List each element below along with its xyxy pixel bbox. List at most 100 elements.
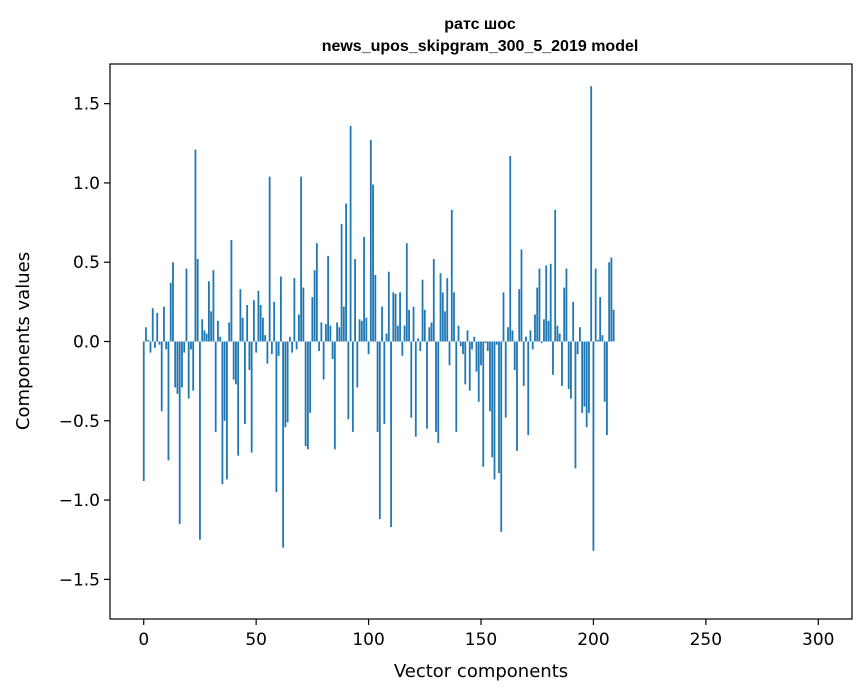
bar xyxy=(376,341,379,432)
bar xyxy=(405,243,408,342)
x-axis-label: Vector components xyxy=(394,661,568,682)
bar xyxy=(369,140,372,342)
x-tick-label: 50 xyxy=(245,630,267,650)
bar xyxy=(570,341,572,399)
bar xyxy=(522,341,525,386)
bar xyxy=(291,341,294,353)
y-tick-label: 1.0 xyxy=(73,174,100,194)
bar xyxy=(597,339,599,342)
bar xyxy=(540,341,543,344)
bar xyxy=(381,306,383,342)
y-tick-label: −0.5 xyxy=(59,412,100,432)
bar xyxy=(518,289,521,342)
bar xyxy=(219,336,222,342)
bar xyxy=(430,322,433,342)
bar xyxy=(324,324,327,342)
bar xyxy=(232,341,235,380)
bar xyxy=(538,268,541,342)
bar xyxy=(273,301,276,342)
bar xyxy=(264,335,267,342)
bar xyxy=(516,341,518,451)
bar xyxy=(417,338,419,342)
bar xyxy=(246,305,249,342)
bar xyxy=(594,268,597,342)
bar xyxy=(529,330,532,342)
bar xyxy=(403,325,406,342)
bar xyxy=(502,292,505,342)
bar xyxy=(259,305,262,342)
bar xyxy=(543,319,545,342)
bar xyxy=(583,341,586,407)
bar xyxy=(262,317,264,342)
bar xyxy=(552,341,554,375)
bar xyxy=(192,341,195,391)
bar xyxy=(315,243,318,342)
bar xyxy=(295,341,298,350)
bar xyxy=(441,292,444,342)
y-axis-label: Components values xyxy=(13,252,34,430)
bar xyxy=(358,319,361,342)
bar xyxy=(160,341,163,412)
bar xyxy=(480,341,482,366)
bar xyxy=(462,341,464,355)
bar xyxy=(311,297,314,342)
bar xyxy=(212,270,215,342)
bar xyxy=(473,336,476,342)
bar xyxy=(383,341,386,424)
bar xyxy=(322,341,325,380)
bar xyxy=(266,341,269,364)
bar xyxy=(486,341,489,352)
x-tick-label: 250 xyxy=(690,630,722,650)
bar xyxy=(399,292,401,342)
bar xyxy=(428,327,431,342)
bar xyxy=(603,341,606,402)
bar xyxy=(549,263,552,342)
bar xyxy=(387,271,390,342)
bar xyxy=(468,341,471,391)
bar xyxy=(450,209,453,342)
bar xyxy=(154,341,156,348)
bar xyxy=(527,341,530,436)
x-tick-label: 100 xyxy=(352,630,384,650)
y-tick-label: −1.5 xyxy=(59,570,100,590)
bar xyxy=(367,341,370,355)
bar xyxy=(444,311,446,342)
bar xyxy=(563,287,566,342)
bar xyxy=(228,322,231,342)
bar xyxy=(558,333,561,342)
bar xyxy=(230,240,233,342)
bar xyxy=(313,270,316,342)
bar xyxy=(336,322,338,342)
bar xyxy=(250,341,253,453)
bar xyxy=(174,341,177,388)
bar xyxy=(268,176,271,342)
bar xyxy=(156,312,159,342)
bar xyxy=(365,317,368,342)
bar xyxy=(437,341,440,443)
bar xyxy=(302,287,305,342)
bar xyxy=(504,341,507,418)
bar xyxy=(217,320,219,342)
bar xyxy=(448,341,451,366)
bar xyxy=(185,268,188,342)
bar xyxy=(196,259,199,342)
bar xyxy=(300,176,303,342)
bar xyxy=(176,341,179,394)
bar xyxy=(241,317,244,342)
bar xyxy=(410,341,413,418)
bar xyxy=(554,209,557,342)
bar xyxy=(556,325,559,342)
bar xyxy=(498,341,500,474)
x-tick-label: 150 xyxy=(465,630,497,650)
bar xyxy=(484,341,487,344)
bar xyxy=(187,341,190,399)
bar xyxy=(288,336,291,342)
bar xyxy=(257,290,260,342)
bar xyxy=(396,325,399,342)
bar xyxy=(565,268,568,342)
bar xyxy=(606,341,608,436)
bar xyxy=(459,341,462,347)
bar xyxy=(248,341,251,371)
bar xyxy=(588,341,590,413)
